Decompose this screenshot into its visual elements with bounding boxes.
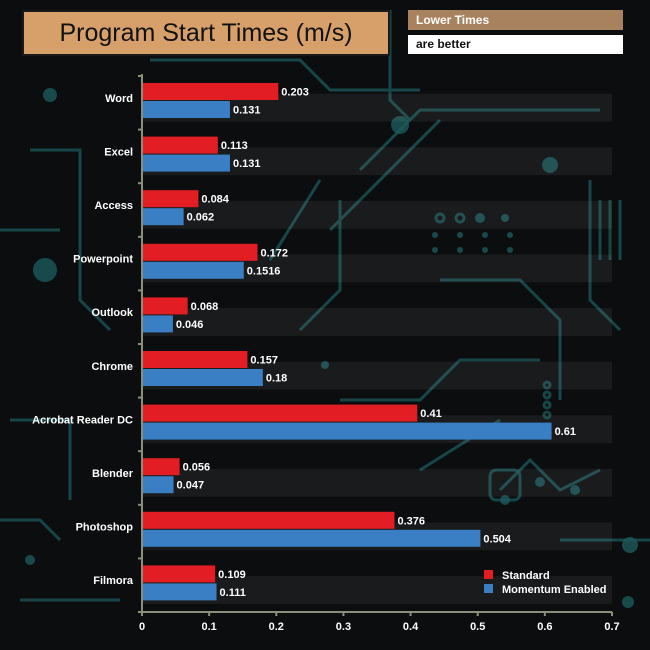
category-label: Blender [92, 468, 134, 480]
data-label: 0.046 [176, 319, 204, 331]
category-label: Acrobat Reader DC [32, 414, 133, 426]
note-are-better: are better [408, 35, 623, 54]
bar-momentum [142, 101, 230, 118]
x-tick-label: 0.5 [470, 621, 485, 633]
data-label: 0.18 [266, 373, 287, 385]
note-lower-times: Lower Times [408, 10, 623, 30]
bar-momentum [142, 154, 230, 172]
data-label: 0.61 [555, 426, 576, 438]
category-label: Outlook [91, 307, 133, 319]
legend-swatch-momentum [484, 584, 493, 593]
category-label: Photoshop [76, 522, 134, 534]
data-label: 0.111 [220, 587, 246, 599]
bar-momentum [142, 369, 263, 386]
bar-standard [142, 565, 216, 583]
data-label: 0.131 [233, 105, 261, 117]
data-label: 0.062 [187, 212, 215, 224]
category-label: Powerpoint [73, 254, 133, 266]
bar-momentum [142, 476, 174, 494]
category-label: Chrome [91, 361, 133, 373]
x-tick-label: 0.6 [537, 621, 552, 633]
bar-standard [142, 351, 248, 368]
data-label: 0.41 [420, 408, 441, 420]
data-label: 0.1516 [247, 265, 281, 277]
bar-standard [142, 83, 279, 100]
x-tick-label: 0.2 [269, 621, 284, 633]
x-tick-label: 0.4 [403, 621, 419, 633]
row-band [143, 468, 612, 497]
x-tick-label: 0.3 [336, 621, 351, 633]
legend-label: Momentum Enabled [502, 584, 607, 596]
legend-label: Standard [502, 570, 550, 582]
bar-standard [142, 458, 180, 476]
category-label: Excel [104, 146, 133, 158]
bar-standard [142, 136, 218, 154]
data-label: 0.113 [221, 140, 248, 152]
category-label: Word [105, 93, 133, 105]
data-label: 0.172 [260, 247, 288, 259]
data-label: 0.109 [218, 569, 246, 581]
bar-momentum [142, 422, 552, 440]
x-tick-label: 0 [139, 621, 145, 633]
bar-momentum [142, 261, 244, 279]
bar-standard [142, 297, 188, 315]
data-label: 0.504 [483, 533, 511, 545]
bar-standard [142, 190, 199, 208]
bar-standard [142, 404, 418, 422]
bar-momentum [142, 315, 173, 333]
data-label: 0.157 [250, 355, 278, 367]
category-label: Filmora [93, 575, 134, 587]
x-tick-label: 0.7 [604, 621, 619, 633]
category-label: Access [94, 200, 133, 212]
data-label: 0.131 [233, 158, 261, 170]
row-band [143, 308, 612, 336]
bar-momentum [142, 583, 217, 601]
bar-standard [142, 243, 258, 261]
row-band [143, 576, 612, 604]
data-label: 0.068 [191, 301, 219, 313]
bar-momentum [142, 208, 184, 226]
data-label: 0.084 [201, 194, 229, 206]
data-label: 0.203 [281, 87, 309, 99]
data-label: 0.056 [183, 462, 211, 474]
data-label: 0.047 [177, 480, 205, 492]
bar-standard [142, 511, 395, 529]
bar-momentum [142, 529, 481, 547]
data-label: 0.376 [397, 515, 425, 527]
legend-swatch-standard [484, 570, 493, 579]
x-tick-label: 0.1 [201, 621, 216, 633]
chart-title: Program Start Times (m/s) [22, 10, 390, 56]
row-band [143, 200, 612, 229]
